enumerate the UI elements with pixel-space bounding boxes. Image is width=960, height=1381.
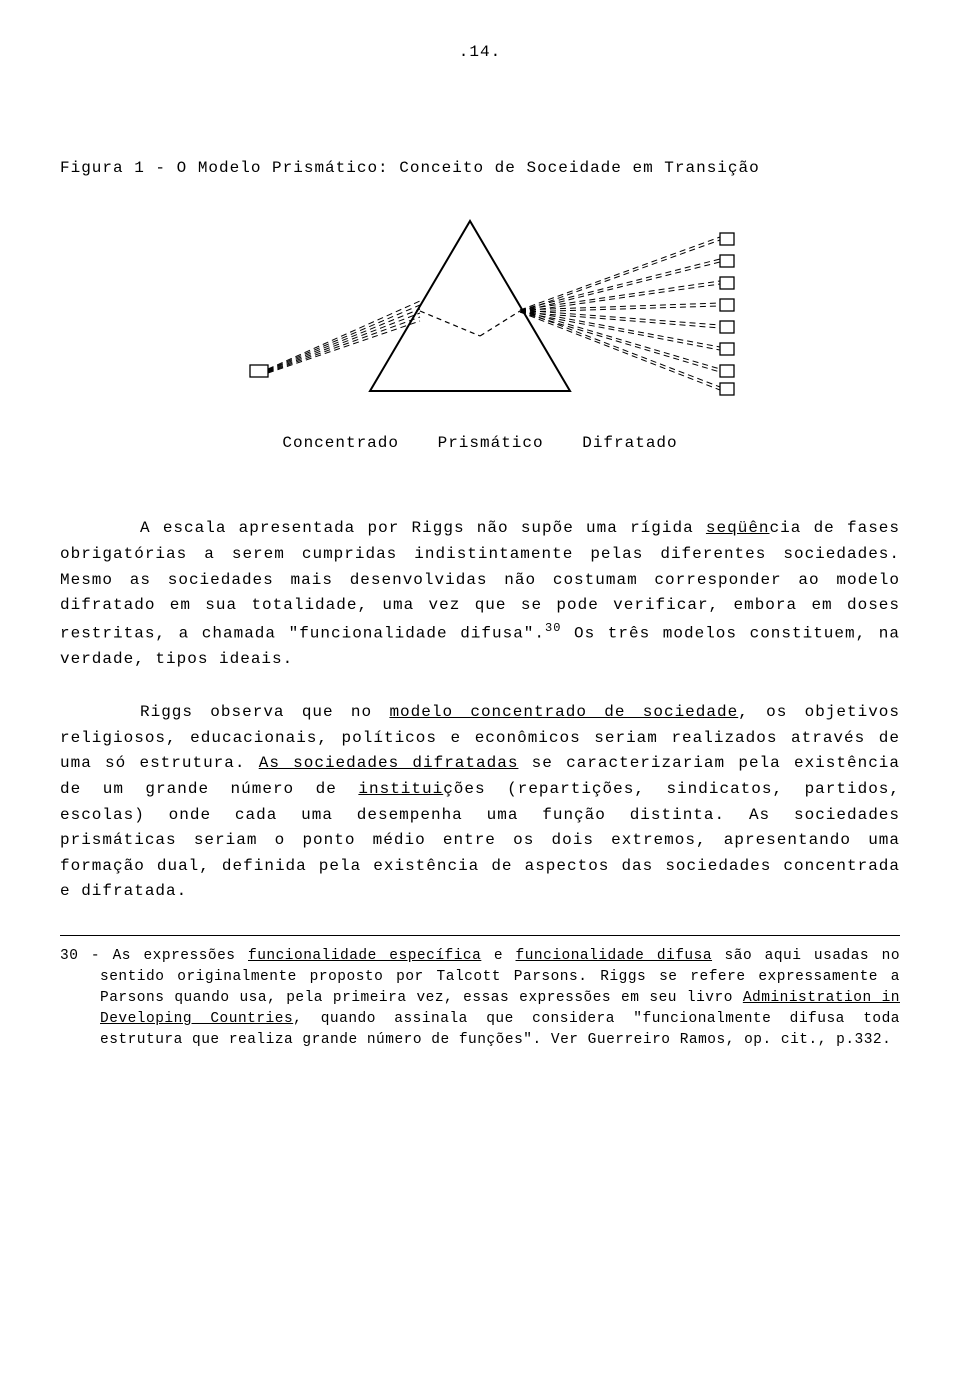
p2-text-d: ções (repartições, sindicatos, partidos,… xyxy=(60,780,900,900)
prism-diagram xyxy=(60,211,900,416)
label-prismatico: Prismático xyxy=(438,431,544,457)
footnote-u2: funcionalidade difusa xyxy=(516,948,713,964)
footnote-text-a: As expressões xyxy=(113,948,248,964)
page-number: .14. xyxy=(60,40,900,66)
p2-text-a: Riggs observa que no xyxy=(140,703,389,721)
p1-footnote-ref: 30 xyxy=(545,621,561,635)
footnote-separator xyxy=(60,935,900,936)
footnote-number: 30 - xyxy=(60,948,113,964)
label-difratado: Difratado xyxy=(582,431,677,457)
paragraph-2: Riggs observa que no modelo concentrado … xyxy=(60,700,900,905)
p2-underline-modelo: modelo concentrado de sociedade xyxy=(389,703,738,721)
figure-labels-row: Concentrado Prismático Difratado xyxy=(60,431,900,457)
footnote-text-b: e xyxy=(481,948,515,964)
label-concentrado: Concentrado xyxy=(282,431,399,457)
p2-underline-difratadas: As sociedades difratadas xyxy=(259,754,519,772)
footnote-u1: funcionalidade específica xyxy=(248,948,481,964)
figure-title: Figura 1 - O Modelo Prismático: Conceito… xyxy=(60,156,900,182)
p1-underline-sequen: seqüên xyxy=(706,519,770,537)
p1-text-a: A escala apresentada por Riggs não supõe… xyxy=(140,519,706,537)
p2-underline-institui: institui xyxy=(358,780,443,798)
paragraph-1: A escala apresentada por Riggs não supõe… xyxy=(60,516,900,672)
footnote-30: 30 - As expressões funcionalidade especí… xyxy=(60,946,900,1051)
